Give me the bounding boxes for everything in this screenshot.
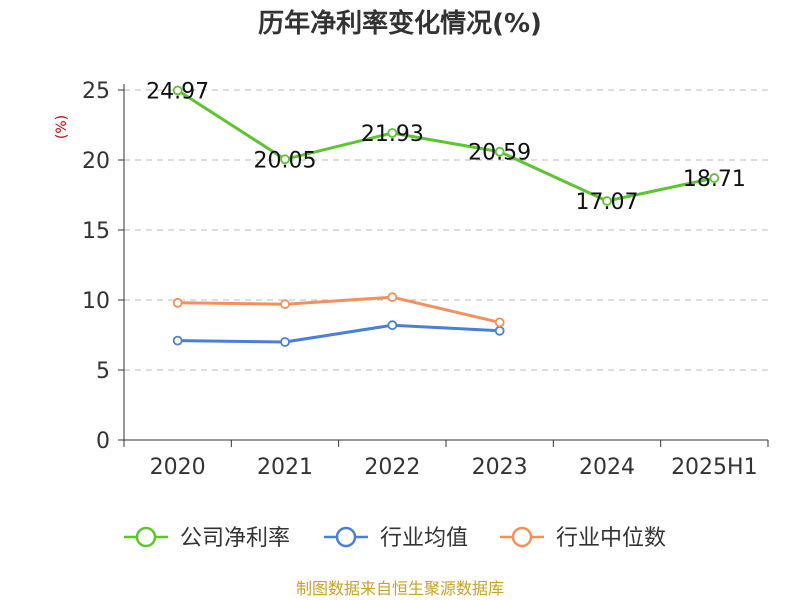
x-tick-labels: 2020 2021 2022 2023 2024 2025H1 (150, 455, 758, 480)
x-tick-label: 2023 (472, 455, 528, 480)
series-point (387, 292, 398, 303)
series-lines (176, 89, 715, 344)
series-line (176, 89, 715, 203)
data-label: 24.97 (146, 79, 209, 104)
legend-label: 行业均值 (380, 526, 468, 551)
legend-label: 公司净利率 (180, 526, 290, 551)
legend-label: 行业中位数 (556, 526, 666, 551)
legend-marker (335, 526, 357, 548)
data-label: 17.07 (576, 190, 639, 215)
y-tick-label: 20 (82, 149, 110, 174)
data-label: 21.93 (361, 122, 424, 147)
series-point (280, 154, 290, 165)
series-point (709, 173, 720, 183)
series-line (177, 295, 501, 324)
source-footer: 制图数据来自恒生聚源数据库 (296, 579, 504, 598)
y-tick-label: 0 (96, 429, 110, 454)
series-line (177, 323, 500, 344)
axes (118, 84, 769, 447)
legend-item: 公司净利率 (124, 526, 290, 551)
series-point (494, 317, 505, 328)
x-tick-label: 2021 (257, 455, 313, 480)
x-tick-label: 2024 (579, 455, 635, 480)
data-label: 20.59 (468, 141, 531, 166)
legend-item: 行业中位数 (500, 526, 666, 551)
series-point (172, 85, 183, 96)
y-tick-label: 10 (82, 289, 110, 314)
legend-marker (135, 526, 157, 548)
y-tick-label: 15 (82, 219, 110, 244)
series-point (172, 297, 183, 308)
y-tick-label: 25 (82, 79, 110, 104)
y-tick-label: 5 (96, 359, 110, 384)
series-point (387, 320, 398, 331)
x-tick-label: 2025H1 (671, 455, 758, 480)
series-point (494, 325, 505, 336)
data-labels: 24.97 20.05 21.93 20.59 17.07 18.71 (146, 79, 746, 215)
data-label: 20.05 (254, 148, 317, 173)
series-point (387, 128, 398, 138)
legend-marker (511, 526, 533, 548)
x-tick-label: 2022 (364, 455, 420, 480)
series-points (172, 85, 720, 347)
series-point (280, 299, 290, 310)
data-label: 18.71 (683, 167, 746, 192)
series-point (494, 146, 505, 157)
x-tick-label: 2020 (150, 455, 206, 480)
series-point (172, 335, 183, 346)
y-tick-labels: 0 5 10 15 20 25 (82, 79, 110, 454)
legend-item: 行业均值 (324, 526, 468, 551)
y-axis-label: (%) (54, 115, 70, 139)
gridlines (124, 89, 768, 371)
legend: 公司净利率 行业均值 行业中位数 (124, 526, 666, 551)
chart-title: 历年净利率变化情况(%) (258, 8, 542, 39)
series-point (280, 337, 290, 347)
series-point (602, 196, 612, 206)
